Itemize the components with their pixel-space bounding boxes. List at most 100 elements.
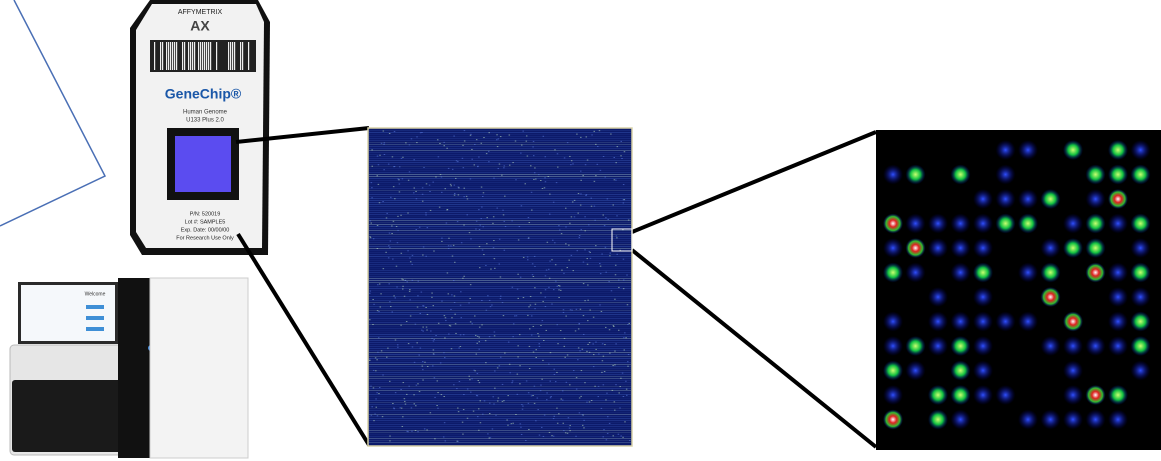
- scan-row: [369, 188, 631, 189]
- scan-speck: [623, 337, 625, 338]
- scan-speck: [520, 423, 522, 424]
- spot: [973, 263, 993, 283]
- scan-speck: [378, 164, 380, 165]
- scan-row: [369, 404, 631, 405]
- scan-speck: [529, 328, 531, 329]
- scan-speck: [408, 386, 410, 387]
- scan-row: [369, 142, 631, 143]
- scan-speck: [502, 401, 504, 402]
- scan-speck: [369, 319, 371, 320]
- scan-speck: [595, 349, 597, 350]
- scan-speck: [407, 213, 409, 214]
- scan-speck: [481, 300, 483, 301]
- scan-speck: [511, 220, 513, 221]
- scan-speck: [607, 198, 609, 199]
- scan-speck: [489, 336, 491, 337]
- scan-speck: [395, 339, 397, 340]
- scan-speck: [605, 247, 607, 248]
- scan-speck: [477, 373, 479, 374]
- scan-speck: [489, 438, 491, 439]
- scan-row: [369, 160, 631, 161]
- scan-row: [369, 152, 631, 153]
- screen-button: [86, 316, 104, 320]
- scan-speck: [515, 414, 517, 415]
- barcode-bar: [204, 42, 205, 70]
- scan-speck: [535, 304, 537, 305]
- scan-row: [369, 286, 631, 287]
- spot: [1131, 214, 1151, 234]
- scan-speck: [463, 394, 465, 395]
- scan-speck: [521, 205, 523, 206]
- scan-speck: [580, 193, 582, 194]
- scan-speck: [589, 352, 591, 353]
- scan-speck: [531, 315, 533, 316]
- scan-speck: [427, 314, 429, 315]
- scan-speck: [464, 188, 466, 189]
- spot: [1086, 214, 1106, 234]
- scan-speck: [464, 140, 466, 141]
- scan-speck: [453, 245, 455, 246]
- scan-speck: [580, 171, 582, 172]
- scan-speck: [500, 136, 502, 137]
- scan-speck: [479, 337, 481, 338]
- scan-speck: [564, 346, 566, 347]
- scan-row: [369, 274, 631, 275]
- scan-speck: [569, 384, 571, 385]
- scan-speck: [409, 144, 411, 145]
- scan-speck: [563, 312, 565, 313]
- scan-speck: [577, 359, 579, 360]
- scan-speck: [480, 422, 482, 423]
- scan-speck: [499, 365, 501, 366]
- scan-speck: [561, 270, 563, 271]
- scan-speck: [542, 360, 544, 361]
- scan-row: [369, 442, 631, 443]
- scan-row: [369, 336, 631, 337]
- barcode-bar: [162, 42, 163, 70]
- scan-speck: [376, 392, 378, 393]
- scan-row: [369, 344, 631, 345]
- scan-speck: [543, 136, 545, 137]
- scan-speck: [517, 374, 519, 375]
- scan-speck: [402, 426, 404, 427]
- screen-button: [86, 305, 104, 309]
- scan-speck: [581, 229, 583, 230]
- scan-speck: [466, 196, 468, 197]
- scan-speck: [400, 389, 402, 390]
- scan-speck: [445, 320, 447, 321]
- scan-speck: [555, 381, 557, 382]
- spot: [1108, 385, 1128, 405]
- spot: [906, 214, 926, 234]
- scan-speck: [601, 372, 603, 373]
- scan-speck: [409, 299, 411, 300]
- scan-speck: [451, 294, 453, 295]
- spot: [1041, 238, 1061, 258]
- spot: [906, 238, 926, 258]
- scan-speck: [458, 411, 460, 412]
- scan-speck: [399, 166, 401, 167]
- scan-speck: [498, 138, 500, 139]
- scan-speck: [589, 342, 591, 343]
- chip-detail: Exp. Date: 00/00/00: [181, 227, 230, 233]
- scan-speck: [520, 277, 522, 278]
- scan-speck: [446, 222, 448, 223]
- scan-speck: [621, 141, 623, 142]
- scan-speck: [416, 385, 418, 386]
- chevron: [0, 0, 105, 226]
- scan-row: [369, 426, 631, 427]
- scan-speck: [629, 323, 631, 324]
- scan-speck: [432, 182, 434, 183]
- scan-speck: [437, 408, 439, 409]
- spot: [973, 361, 993, 381]
- scan-speck: [477, 395, 479, 396]
- scan-speck: [598, 354, 600, 355]
- scan-speck: [379, 155, 381, 156]
- spot: [1041, 189, 1061, 209]
- spot: [1018, 140, 1038, 160]
- scan-row: [369, 396, 631, 397]
- scan-speck: [608, 281, 610, 282]
- scan-speck: [622, 437, 624, 438]
- scan-speck: [555, 264, 557, 265]
- scan-speck: [504, 250, 506, 251]
- spot: [883, 165, 903, 185]
- scan-speck: [519, 383, 521, 384]
